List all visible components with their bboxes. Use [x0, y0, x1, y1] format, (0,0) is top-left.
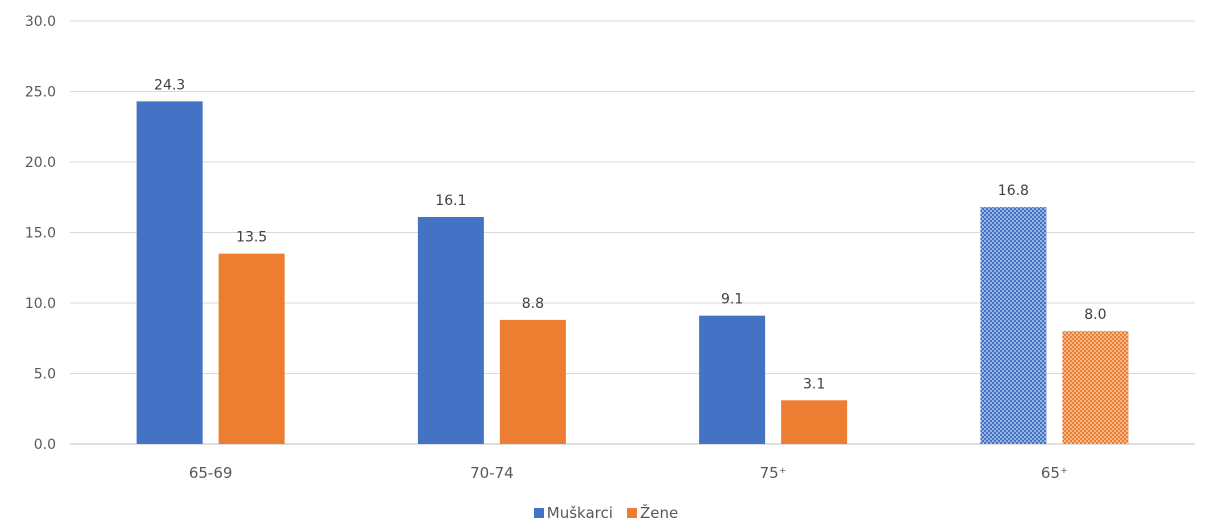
y-tick-label: 0.0	[34, 437, 56, 453]
y-tick-label: 30.0	[25, 14, 56, 30]
legend-label: Muškarci	[546, 504, 613, 522]
legend-item-series-1: Žene	[626, 504, 679, 522]
bar-zene	[1062, 331, 1129, 444]
bar-muskarci	[699, 315, 766, 444]
bar-zene	[499, 319, 566, 444]
bar-chart: 0.0 5.0 10.0 15.0 20.0 25.0 30.0 24.3 13.5 16.1 8…	[25, 14, 1195, 482]
data-label: 8.0	[1084, 307, 1106, 323]
data-label: 8.8	[522, 296, 544, 312]
x-category-label: 65⁺	[1041, 464, 1068, 482]
data-label: 16.1	[435, 193, 466, 209]
y-tick-label: 20.0	[25, 155, 56, 171]
x-axis-categories: 65-69 70-74 75⁺ 65⁺	[189, 464, 1068, 482]
bar-muskarci	[136, 101, 203, 445]
legend: Muškarci Žene	[0, 504, 1212, 522]
data-label: 24.3	[154, 77, 185, 93]
data-labels: 24.3 13.5 16.1 8.8 9.1 3.1 16.8 8.0	[154, 77, 1106, 392]
legend-item-series-0: Muškarci	[533, 504, 613, 522]
bars	[136, 101, 1129, 445]
y-axis-ticks: 0.0 5.0 10.0 15.0 20.0 25.0 30.0	[25, 14, 56, 453]
bar-zene	[781, 400, 848, 444]
data-label: 16.8	[998, 183, 1029, 199]
data-label: 9.1	[721, 292, 743, 308]
x-category-label: 70-74	[470, 464, 514, 482]
data-label: 13.5	[236, 230, 267, 246]
legend-label: Žene	[639, 504, 679, 522]
y-tick-label: 25.0	[25, 85, 56, 101]
y-tick-label: 10.0	[25, 296, 56, 312]
bar-muskarci	[980, 207, 1047, 444]
x-category-label: 75⁺	[760, 464, 787, 482]
x-category-label: 65-69	[189, 464, 233, 482]
y-tick-label: 5.0	[34, 367, 56, 383]
legend-swatch-icon	[533, 508, 544, 518]
data-label: 3.1	[803, 376, 825, 392]
bar-muskarci	[417, 216, 484, 444]
y-tick-label: 15.0	[25, 226, 56, 242]
bar-zene	[218, 253, 285, 444]
legend-swatch-icon	[626, 508, 637, 518]
